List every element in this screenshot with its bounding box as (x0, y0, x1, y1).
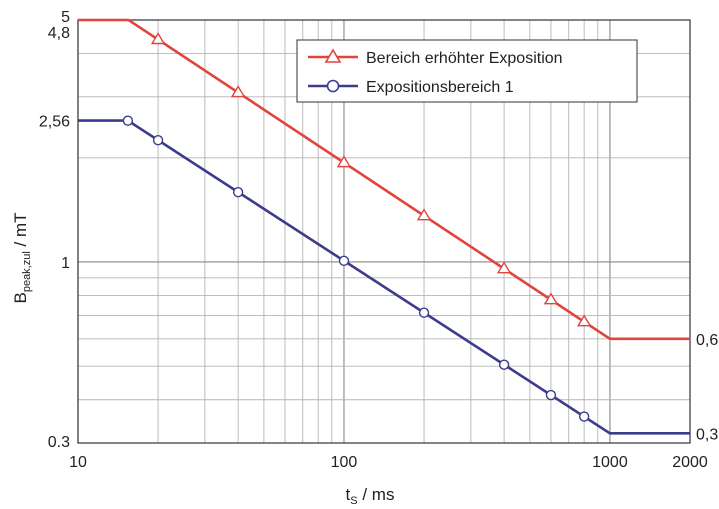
series-line (78, 18, 690, 341)
legend-label-series-1: Bereich erhöhter Exposition (366, 50, 563, 67)
series-point (498, 359, 510, 370)
right-value-labels: 0,6 0,32 (696, 332, 719, 444)
y-tick-label: 2,56 (39, 114, 70, 131)
x-axis-label-sub: S (350, 495, 357, 507)
legend: Bereich erhöhter Exposition Expositionsb… (296, 39, 638, 103)
legend-box (296, 39, 638, 103)
series-2 (78, 115, 690, 435)
series-point (496, 261, 512, 274)
series-point (416, 208, 432, 221)
x-tick-label: 100 (331, 454, 358, 471)
series-layer (78, 18, 690, 435)
series-point (545, 389, 557, 401)
series-point (576, 314, 592, 327)
y-tick-label: 1 (61, 255, 70, 272)
series-point (578, 411, 590, 422)
x-tick-label: 1000 (592, 454, 628, 471)
x-axis-label: tS / ms (346, 485, 395, 507)
x-tick-label: 2000 (672, 454, 708, 471)
plot-frame (77, 19, 691, 444)
series-point (336, 155, 352, 168)
x-tick-labels: 10 100 1000 2000 (69, 454, 708, 471)
series-1 (78, 18, 690, 341)
series-point (418, 307, 430, 318)
legend-label-series-2: Expositionsbereich 1 (366, 79, 514, 96)
legend-marker-circle (326, 79, 340, 93)
series-point (543, 292, 559, 305)
right-value-label: 0,32 (696, 426, 719, 443)
series-line (78, 119, 690, 435)
series-point (152, 135, 164, 146)
series-point (338, 255, 350, 266)
series-point (150, 32, 166, 45)
legend-marker-triangle (324, 48, 342, 63)
x-tick-label: 10 (69, 454, 87, 471)
y-tick-labels: 54,8 2,56 1 0.3 (39, 9, 70, 451)
right-value-label: 0,6 (696, 332, 718, 349)
y-tick-label: 4,8 (48, 25, 70, 42)
y-axis-label-sub: peak,zul (21, 251, 33, 292)
y-tick-label: 5 (61, 9, 70, 26)
series-point (232, 186, 244, 198)
y-tick-label: 0.3 (48, 434, 70, 451)
series-point (230, 85, 246, 98)
series-point (122, 115, 134, 126)
y-axis-label: Bpeak,zul / mT (11, 212, 33, 303)
